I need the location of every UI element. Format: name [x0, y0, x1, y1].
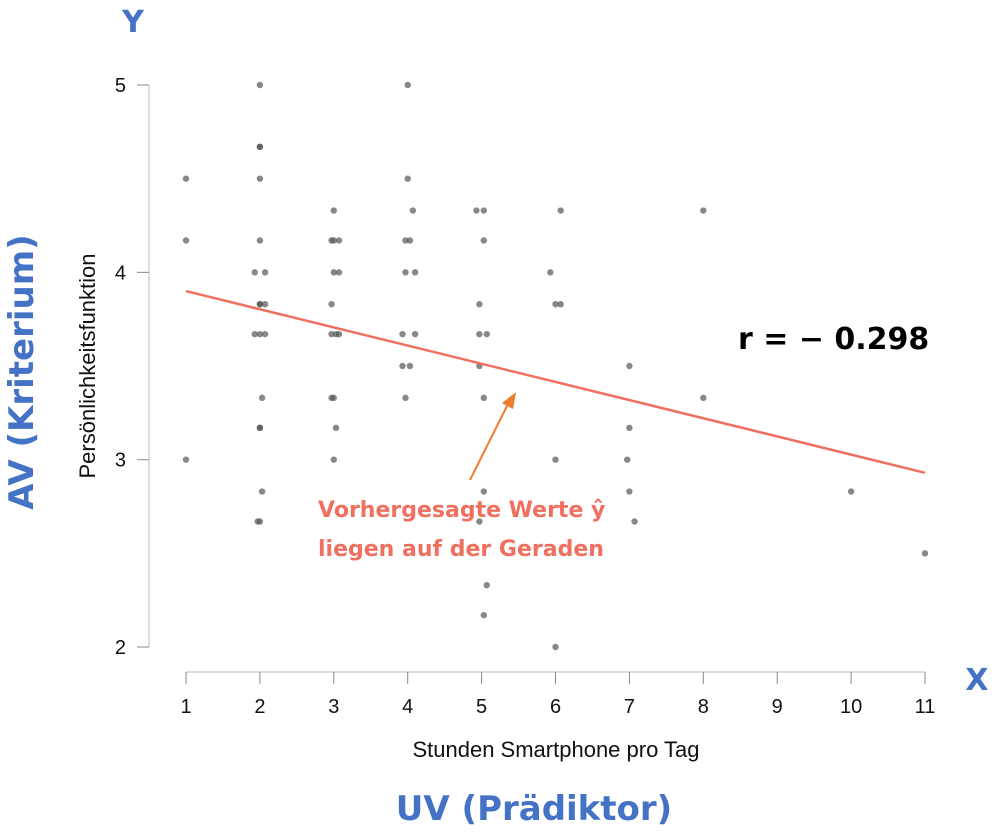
data-point	[328, 300, 335, 308]
data-point	[332, 424, 340, 432]
data-point	[182, 175, 190, 182]
data-point	[256, 424, 264, 432]
data-point	[480, 488, 488, 495]
data-point	[406, 362, 414, 370]
annotation-line-2: liegen auf der Geraden	[318, 537, 604, 562]
data-point	[483, 581, 490, 589]
data-point	[547, 269, 554, 276]
data-point	[256, 237, 264, 244]
arrow-head	[502, 392, 516, 409]
uv-label: UV (Prädiktor)	[396, 789, 672, 829]
data-point	[476, 300, 483, 308]
data-point	[552, 456, 559, 463]
data-point	[182, 237, 190, 244]
data-point	[476, 330, 483, 338]
data-point	[404, 81, 411, 89]
data-point	[328, 330, 335, 338]
data-point	[557, 300, 564, 308]
y-tick-label: 4	[115, 262, 126, 284]
x-tick-label: 6	[550, 696, 561, 718]
data-point	[256, 300, 264, 308]
data-point	[256, 518, 264, 525]
data-point	[330, 207, 337, 214]
data-point	[335, 269, 343, 276]
data-point	[182, 456, 190, 463]
data-point	[402, 394, 409, 402]
data-point	[552, 300, 559, 308]
data-point	[409, 207, 417, 214]
x-tick-label: 9	[772, 696, 783, 718]
data-point	[402, 237, 409, 244]
data-point	[256, 330, 264, 338]
annotation-arrow	[469, 392, 516, 481]
av-label: AV (Kriterium)	[2, 234, 42, 509]
y-axis-title: Persönlichkeitsfunktion	[75, 253, 100, 478]
data-point	[335, 330, 343, 338]
data-point	[921, 550, 929, 557]
y-axis-letter: Y	[121, 5, 145, 40]
data-point	[557, 207, 564, 214]
data-point	[402, 269, 409, 276]
data-point	[411, 330, 419, 338]
data-point	[626, 488, 633, 495]
y-tick-label: 2	[115, 637, 126, 659]
x-axis-letter: X	[965, 663, 988, 698]
data-point	[261, 269, 269, 276]
x-tick-label: 5	[476, 696, 487, 718]
data-point	[483, 330, 490, 338]
data-point	[258, 488, 266, 495]
data-point	[631, 518, 638, 525]
x-tick-label: 4	[402, 696, 413, 718]
data-point	[623, 456, 631, 463]
data-point	[399, 362, 406, 370]
data-point	[330, 456, 337, 463]
data-point	[480, 207, 488, 214]
data-point	[256, 81, 264, 89]
data-point	[552, 643, 559, 651]
data-point	[256, 143, 264, 151]
data-point	[399, 330, 406, 338]
x-axis-title: Stunden Smartphone pro Tag	[412, 737, 699, 762]
data-point	[700, 207, 707, 214]
data-point	[480, 237, 488, 244]
data-point	[251, 330, 258, 338]
data-point	[406, 237, 414, 244]
x-tick-label: 2	[254, 696, 265, 718]
data-point	[330, 269, 337, 276]
data-point	[404, 175, 411, 182]
data-point	[261, 300, 269, 308]
data-point	[251, 269, 258, 276]
y-ticks: 2 3 4 5	[115, 75, 149, 659]
data-point	[335, 237, 343, 244]
data-points	[182, 81, 929, 651]
x-tick-label: 7	[624, 696, 635, 718]
data-point	[476, 518, 483, 525]
y-tick-label: 3	[115, 450, 126, 472]
data-point	[626, 362, 633, 370]
data-point	[700, 394, 707, 402]
regression-line	[185, 289, 926, 474]
data-point	[256, 175, 264, 182]
x-ticks: 1 2 3 4 5 6 7 8 9 10 11	[180, 672, 935, 718]
data-point	[330, 237, 337, 244]
x-tick-label: 11	[915, 696, 936, 718]
x-tick-label: 3	[328, 696, 339, 718]
x-tick-label: 1	[180, 696, 191, 718]
x-tick-label: 10	[840, 696, 862, 718]
data-point	[480, 611, 488, 619]
data-point	[330, 394, 337, 402]
correlation-label: r = − 0.298	[738, 322, 929, 357]
y-tick-label: 5	[115, 75, 126, 97]
data-point	[847, 488, 855, 495]
data-point	[258, 394, 266, 402]
x-tick-label: 8	[698, 696, 709, 718]
data-point	[626, 424, 633, 432]
annotation-line-1: Vorhergesagte Werte ŷ	[318, 498, 605, 523]
data-point	[473, 207, 480, 214]
data-point	[261, 330, 269, 338]
plot-area: 2 3 4 5 1 2 3 4 5 6 7 8 9 10 11	[115, 75, 936, 718]
data-point	[480, 394, 488, 402]
data-point	[411, 269, 419, 276]
